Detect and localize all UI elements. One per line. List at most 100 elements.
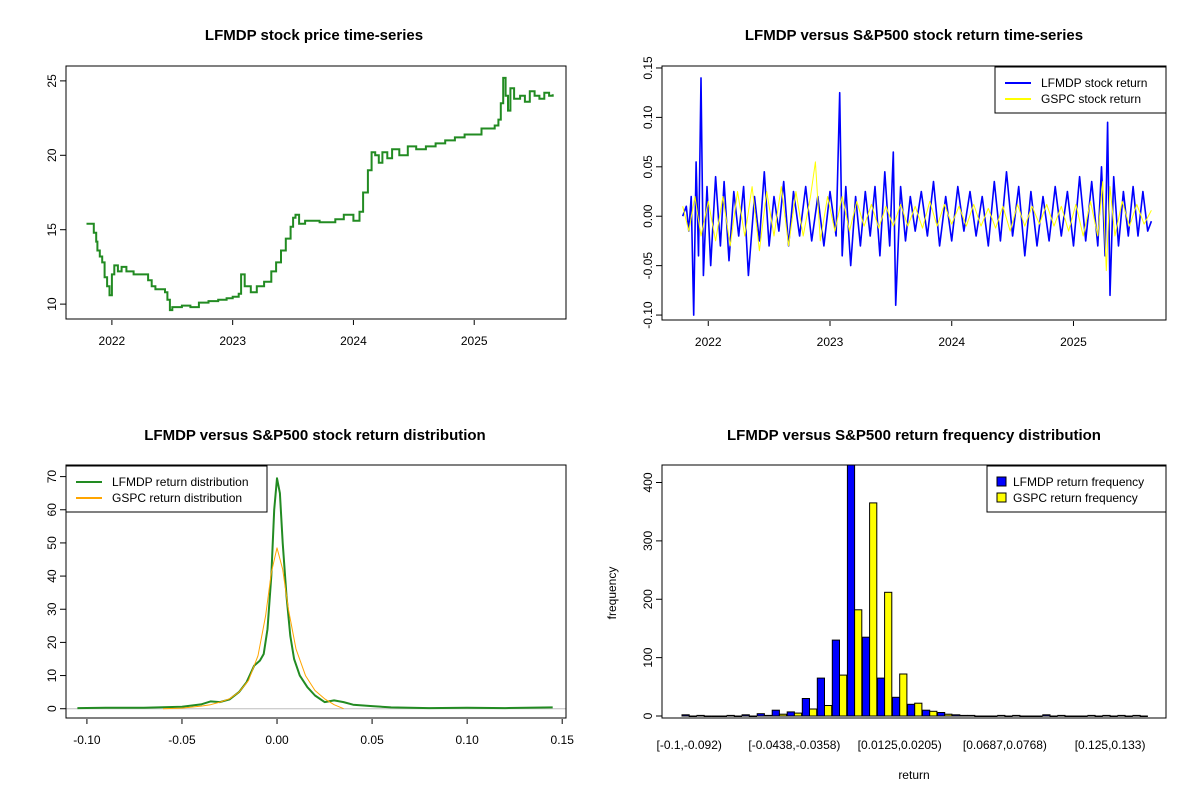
hist-bar-lfmdp-6 (771, 709, 780, 717)
hist-x-category-label-0: [-0.1,-0.092) (657, 738, 722, 752)
hist-bar-gspc-7 (793, 712, 803, 717)
hist-y-tick-label-4: 400 (641, 472, 655, 492)
hist-bar-gspc-20 (989, 715, 998, 717)
density-legend-label-0: LFMDP return distribution (112, 475, 249, 489)
hist-bar-lfmdp-19 (967, 714, 976, 717)
hist-bar-gspc-28 (1109, 715, 1118, 717)
hist-bar-gspc-30 (1139, 715, 1148, 717)
price-y-tick-label-3: 25 (45, 74, 59, 88)
density-x-tick-label-3: 0.05 (360, 733, 384, 747)
hist-bar-lfmdp-15 (907, 703, 916, 717)
hist-y-tick-label-3: 300 (641, 531, 655, 551)
returns-y-tick-label-2: 0.00 (641, 204, 655, 228)
hist-bar-lfmdp-0 (681, 714, 690, 717)
density-legend-box (65, 465, 268, 513)
hist-bar-gspc-24 (1049, 715, 1058, 717)
histogram-x-axis-label: return (898, 768, 929, 782)
histogram-y-axis-label: frequency (605, 567, 619, 620)
histogram-chart: LFMDP versus S&P500 return frequency dis… (605, 427, 1167, 782)
returns-legend-label-0: LFMDP stock return (1041, 76, 1147, 90)
hist-bar-lfmdp-11 (846, 464, 856, 717)
hist-bar-lfmdp-29 (1117, 714, 1126, 717)
hist-bar-lfmdp-14 (892, 696, 901, 717)
returns-x-tick-label-2: 2024 (938, 335, 965, 349)
hist-bar-gspc-10 (839, 674, 848, 717)
hist-bar-gspc-25 (1064, 715, 1073, 717)
hist-bar-lfmdp-9 (816, 677, 825, 717)
price-chart-title: LFMDP stock price time-series (205, 27, 423, 44)
density-x-tick-label-5: 0.15 (551, 733, 575, 747)
density-x-tick-label-4: 0.10 (455, 733, 479, 747)
density-y-tick-label-1: 10 (45, 669, 59, 683)
hist-bar-lfmdp-3 (726, 714, 735, 717)
hist-y-tick-label-0: 0 (641, 712, 655, 719)
returns-x-tick-label-3: 2025 (1060, 335, 1087, 349)
hist-bar-gspc-29 (1124, 715, 1133, 717)
hist-bar-lfmdp-5 (756, 713, 765, 717)
hist-bar-gspc-2 (718, 715, 727, 717)
returns-y-tick-label-4: 0.10 (641, 105, 655, 129)
hist-bar-gspc-5 (763, 714, 773, 717)
hist-bar-gspc-27 (1094, 715, 1103, 717)
returns-y-tick-label-1: -0.05 (641, 252, 655, 280)
density-y-tick-label-3: 30 (45, 602, 59, 616)
hist-bar-lfmdp-18 (952, 714, 961, 717)
returns-legend-label-1: GSPC stock return (1041, 92, 1141, 106)
hist-x-category-label-2: [0.0125,0.0205) (858, 738, 942, 752)
hist-bar-gspc-8 (809, 708, 818, 717)
hist-bar-lfmdp-20 (982, 715, 991, 717)
density-x-tick-label-1: -0.05 (168, 733, 196, 747)
hist-bar-lfmdp-17 (937, 712, 946, 717)
price-y-tick-label-2: 20 (45, 148, 59, 162)
hist-bar-gspc-0 (688, 715, 697, 717)
density-lfmdp-line (77, 477, 553, 710)
hist-bar-lfmdp-24 (1042, 714, 1051, 717)
hist-bar-lfmdp-28 (1102, 714, 1111, 717)
density-y-tick-label-5: 50 (45, 536, 59, 550)
hist-legend-swatch-1 (996, 492, 1007, 503)
density-plot-frame (65, 464, 567, 719)
density-y-tick-label-4: 40 (45, 569, 59, 583)
hist-bar-gspc-9 (824, 705, 833, 717)
returns-plot-frame (661, 65, 1167, 321)
hist-legend-label-1: GSPC return frequency (1013, 491, 1138, 505)
density-legend-label-1: GSPC return distribution (112, 491, 242, 505)
hist-bar-lfmdp-22 (1012, 714, 1021, 717)
density-chart: LFMDP versus S&P500 stock return distrib… (45, 427, 574, 747)
hist-y-tick-label-1: 100 (641, 647, 655, 667)
hist-x-category-label-4: [0.125,0.133) (1075, 738, 1146, 752)
hist-bar-gspc-6 (778, 713, 788, 717)
hist-bar-gspc-11 (854, 609, 863, 717)
hist-bar-lfmdp-4 (741, 714, 750, 717)
hist-x-category-label-3: [0.0687,0.0768) (963, 738, 1047, 752)
hist-bar-lfmdp-12 (861, 636, 871, 717)
returns-y-tick-label-5: 0.15 (641, 56, 655, 80)
returns-chart: LFMDP versus S&P500 stock return time-se… (641, 27, 1167, 349)
hist-x-category-label-1: [-0.0438,-0.0358) (748, 738, 840, 752)
hist-bar-lfmdp-30 (1132, 714, 1141, 717)
returns-legend-box (994, 66, 1167, 114)
hist-bar-gspc-22 (1019, 715, 1028, 717)
hist-bar-gspc-4 (748, 715, 757, 717)
hist-bar-gspc-21 (1004, 715, 1013, 717)
price-y-tick-label-1: 15 (45, 223, 59, 237)
price-x-tick-label-3: 2025 (461, 334, 488, 348)
hist-bar-lfmdp-1 (696, 714, 705, 717)
hist-legend-swatch-0 (996, 476, 1007, 487)
hist-bar-gspc-14 (899, 673, 908, 717)
returns-y-tick-label-3: 0.05 (641, 155, 655, 179)
hist-bar-gspc-13 (884, 591, 893, 717)
hist-bar-lfmdp-26 (1072, 715, 1081, 717)
price-x-tick-label-1: 2023 (219, 334, 246, 348)
hist-bar-gspc-3 (733, 715, 742, 717)
hist-bar-lfmdp-21 (997, 714, 1006, 717)
hist-bar-lfmdp-25 (1057, 714, 1066, 717)
price-chart: LFMDP stock price time-series 2022 2023 20… (45, 27, 567, 348)
hist-bar-lfmdp-7 (786, 711, 795, 717)
hist-bar-gspc-23 (1034, 715, 1043, 717)
hist-bar-gspc-18 (959, 714, 968, 717)
hist-bar-gspc-26 (1079, 715, 1088, 717)
returns-x-tick-label-0: 2022 (695, 335, 722, 349)
hist-legend-label-0: LFMDP return frequency (1013, 475, 1144, 489)
histogram-chart-title: LFMDP versus S&P500 return frequency dis… (727, 427, 1101, 444)
